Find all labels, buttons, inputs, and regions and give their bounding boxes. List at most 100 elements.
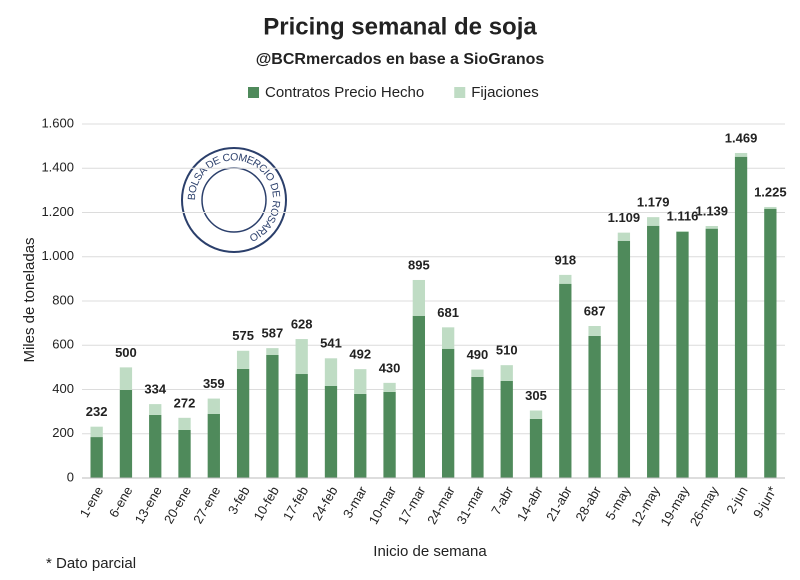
bar-segment [559,274,572,284]
data-label: 1.139 [695,203,728,218]
data-label: 1.469 [725,130,758,145]
data-label: 430 [379,360,401,375]
x-tick-label: 10-mar [366,483,400,527]
bar-segment [90,426,103,438]
data-label: 628 [291,316,313,331]
bar-segment [705,228,718,478]
x-tick-label: 24-mar [424,483,458,527]
bar-segment [617,240,631,478]
y-tick-label: 0 [67,469,74,484]
bar-segment [617,232,631,241]
data-label: 575 [232,328,254,343]
legend-swatch [454,87,466,98]
x-tick-label: 21-abr [543,483,575,524]
x-tick-label: 9-jun* [750,484,780,521]
logo-ring [181,147,287,253]
bar-segment [412,315,426,478]
bar-segment [119,367,133,390]
x-tick-label: 10-feb [251,484,282,523]
data-label: 334 [144,382,166,397]
bar-segment [529,410,543,419]
x-tick-label: 7-abr [488,483,516,517]
logo-text-path: BOLSA DE COMERCIO DE ROSARIO [186,151,283,244]
bar-segment [471,376,484,478]
bar-segment [236,350,250,369]
bar-segment [324,385,338,478]
bar-segment [676,231,689,232]
bar-segment [734,152,748,157]
y-tick-label: 1.000 [41,248,74,263]
data-label: 687 [584,303,606,318]
bar-segment [764,208,777,478]
data-label: 1.179 [637,195,670,210]
logo: BOLSA DE COMERCIO DE ROSARIO [181,147,287,253]
x-tick-label: 27-ene [190,484,223,527]
footnote: * Dato parcial [46,555,136,572]
bar-segment [383,382,396,392]
data-label: 918 [554,252,576,267]
x-tick-label: 20-ene [161,484,194,527]
bar-segment [207,413,220,478]
bar-segment [647,217,660,226]
bar-segment [588,335,601,478]
data-label: 500 [115,345,137,360]
x-tick-label: 26-may [687,483,722,528]
bar-segment [705,225,718,229]
data-label: 359 [203,376,225,391]
legend-label: Fijaciones [471,84,539,101]
data-label: 510 [496,343,518,358]
bar-segment [500,380,513,478]
bar-segment [207,398,220,414]
x-tick-label: 3-mar [340,483,370,520]
bar-segment [295,339,308,375]
bar-segment [119,389,133,478]
bar-segment [559,283,572,478]
y-tick-label: 1.600 [41,115,74,130]
data-label: 1.109 [608,210,641,225]
data-label: 1.116 [667,209,699,224]
bar-segment [149,404,162,415]
x-tick-label: 17-feb [280,484,311,523]
bar-segment [441,327,455,349]
bar-segment [178,429,191,478]
data-label: 490 [467,347,489,362]
bar-segment [647,225,660,478]
y-tick-label: 800 [52,292,74,307]
y-tick-label: 400 [52,381,74,396]
x-tick-label: 17-mar [395,483,429,527]
data-label: 895 [408,257,430,272]
y-tick-label: 200 [52,425,74,440]
bar-segment [471,369,484,377]
bar-segment [149,414,162,478]
x-tick-label: 5-may [602,483,633,522]
bar-segment [266,354,279,478]
data-label: 1.225 [754,184,787,199]
bar-segment [354,393,367,478]
x-tick-label: 3-feb [225,484,253,517]
chart-subtitle: @BCRmercados en base a SioGranos [256,51,545,68]
x-tick-label: 14-abr [514,483,546,524]
x-tick-label: 28-abr [572,483,604,524]
bar-segment [764,206,777,209]
data-label: 587 [262,326,284,341]
data-label: 541 [320,336,342,351]
logo-text: BOLSA DE COMERCIO DE ROSARIO [186,151,283,244]
data-label: 305 [525,388,547,403]
bar-segment [383,391,396,478]
bar-segment [266,348,279,355]
y-tick-label: 600 [52,337,74,352]
x-tick-label: 6-ene [106,484,136,520]
bar-segment [236,368,250,478]
x-tick-label: 31-mar [453,483,487,527]
bar-segment [412,279,426,316]
legend-label: Contratos Precio Hecho [265,84,424,101]
data-label: 272 [174,395,196,410]
bar-segment [676,231,689,478]
y-tick-label: 1.400 [41,160,74,175]
data-label: 232 [86,404,108,419]
bar-segment [588,326,601,336]
bar-segment [324,358,338,386]
y-tick-label: 1.200 [41,204,74,219]
y-axis-label: Miles de toneladas [21,237,38,362]
